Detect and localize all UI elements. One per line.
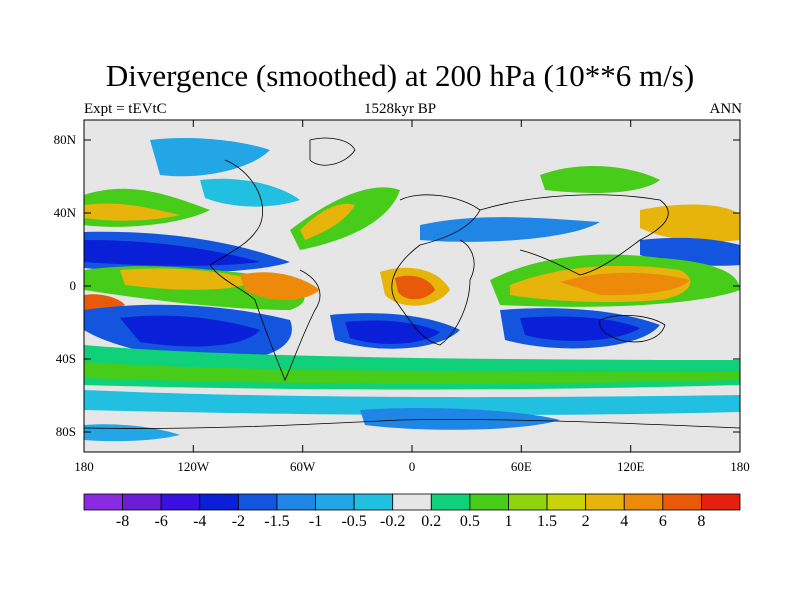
colorbar-swatch [315,493,355,511]
americas-coast [209,159,321,381]
field-patch [640,204,740,242]
plot-title: Divergence (smoothed) at 200 hPa (10**6 … [105,58,695,93]
colorbar-label: -0.2 [380,513,405,530]
colorbar-label: -2 [232,513,245,530]
colorbar-swatch [508,493,548,511]
field-patch [120,268,255,290]
colorbar-label: -4 [193,513,206,530]
map-field [84,120,740,452]
colorbar-label: 0.2 [421,513,441,530]
longitude-axis: 180 120W 60W 0 60E 120E 180 [74,120,750,474]
field-patch [150,138,270,177]
colorbar-swatch [353,493,394,511]
colorbar-label: -8 [116,513,129,530]
field-patch [360,408,560,430]
lat-tick-label: 40S [56,351,76,366]
lon-tick-label: 120E [617,459,645,474]
field-patch [560,272,690,296]
colorbar-label: -6 [155,513,168,530]
field-patch [300,203,355,240]
colorbar-swatch [623,493,664,511]
colorbar-label: 6 [659,513,667,530]
colorbar-label: 1 [504,513,512,530]
colorbar-label: -1.5 [264,513,289,530]
australia-coast [599,315,666,343]
colorbar-swatch [546,493,587,511]
lon-tick-label: 60E [511,459,532,474]
europe-africa-coast [391,194,481,346]
greenland-coast [309,137,356,166]
lon-tick-label: 0 [409,459,416,474]
colorbar-swatch [237,493,278,511]
colorbar-swatch [276,493,316,511]
field-patch [395,275,435,300]
field-patch [84,203,180,221]
colorbar: -8 -6 -4 -2 -1.5 -1 -0.5 -0.2 0.2 0.5 1 1.5 2 4 6 8 [83,493,741,530]
colorbar-swatch [160,493,201,511]
colorbar-swatch [469,493,509,511]
colorbar-label: 2 [582,513,590,530]
field-patch [345,320,440,344]
field-patch [520,316,640,341]
field-patch [120,315,260,347]
colorbar-swatch [430,493,471,511]
colorbar-swatch [585,493,625,511]
field-patch [420,217,600,242]
colorbar-label: -1 [309,513,322,530]
latitude-axis: 80N 40N 0 40S 80S [54,132,740,439]
asia-coast [479,194,669,276]
field-patch [84,362,740,384]
lat-tick-label: 0 [70,278,77,293]
coastlines [84,137,740,429]
field-patch [540,165,660,193]
lon-tick-label: 120W [177,459,210,474]
colorbar-label: 8 [697,513,705,530]
colorbar-swatch [199,493,239,511]
lon-tick-label: 180 [730,459,750,474]
lat-tick-label: 80S [56,424,76,439]
lon-tick-label: 180 [74,459,94,474]
field-patch [84,390,740,416]
colorbar-label: -0.5 [341,513,366,530]
field-patch [240,272,320,301]
time-label: 1528kyr BP [363,101,437,117]
field-patch [200,178,300,207]
colorbar-swatch [662,493,702,511]
lat-tick-label: 40N [54,205,77,220]
field-patch [84,240,260,266]
colorbar-label: 1.5 [537,513,557,530]
colorbar-label: 0.5 [460,513,480,530]
experiment-label: Expt = tEVtC [84,101,167,117]
antarctica-coast [84,419,740,429]
lat-tick-label: 80N [54,132,77,147]
colorbar-swatch [83,493,123,511]
colorbar-swatch [701,493,741,511]
colorbar-label: 4 [620,513,628,530]
colorbar-swatch [122,493,162,511]
colorbar-swatch [392,493,432,511]
season-label: ANN [709,101,743,117]
lon-tick-label: 60W [290,459,316,474]
